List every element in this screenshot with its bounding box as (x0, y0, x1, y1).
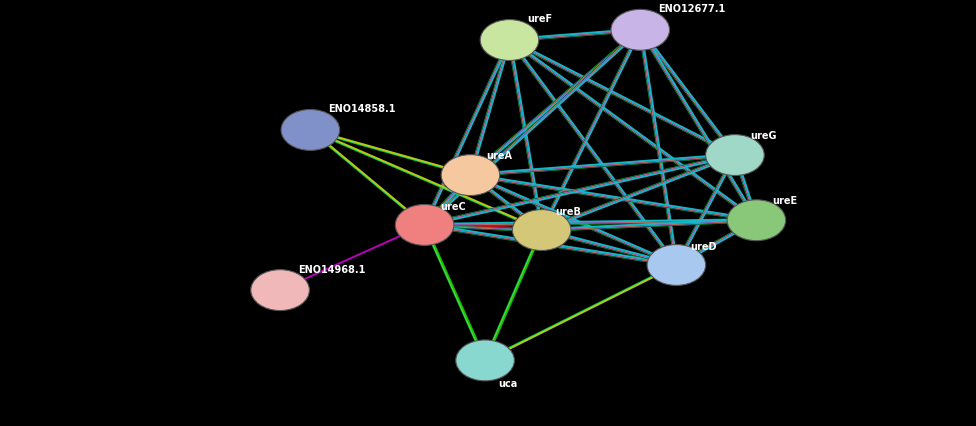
Ellipse shape (480, 20, 539, 60)
Text: ENO14858.1: ENO14858.1 (328, 104, 395, 114)
Text: uca: uca (499, 379, 518, 389)
Text: ureC: ureC (440, 202, 466, 212)
Ellipse shape (456, 340, 514, 381)
Ellipse shape (251, 270, 309, 311)
Ellipse shape (441, 155, 500, 196)
Text: ureF: ureF (527, 14, 552, 24)
Text: ENO12677.1: ENO12677.1 (658, 3, 725, 14)
Ellipse shape (611, 9, 670, 50)
Ellipse shape (706, 135, 764, 176)
Text: ureA: ureA (486, 151, 512, 161)
Text: ureE: ureE (772, 196, 797, 206)
Ellipse shape (281, 109, 340, 150)
Text: ureD: ureD (690, 242, 716, 252)
Text: ureB: ureB (555, 207, 582, 217)
Ellipse shape (647, 245, 706, 285)
Text: ureG: ureG (751, 131, 777, 141)
Ellipse shape (395, 204, 454, 245)
Ellipse shape (512, 210, 571, 250)
Ellipse shape (727, 200, 786, 241)
Text: ENO14968.1: ENO14968.1 (298, 265, 365, 275)
